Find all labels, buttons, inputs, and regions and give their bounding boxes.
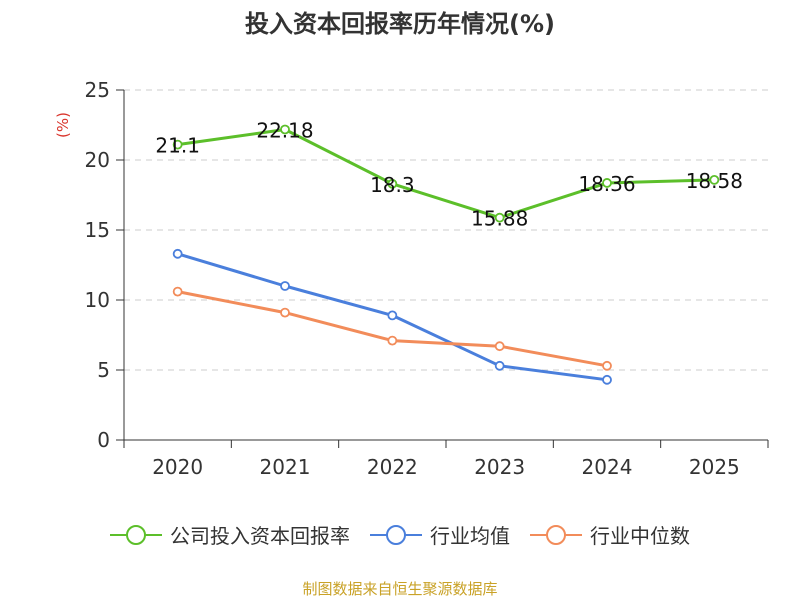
data-point[interactable] <box>172 286 183 297</box>
legend-label-industry-mean: 行业均值 <box>430 524 510 548</box>
data-point[interactable] <box>387 310 398 321</box>
data-point[interactable] <box>172 139 183 150</box>
x-tick-label: 2023 <box>474 455 525 479</box>
x-tick-label: 2021 <box>260 455 311 479</box>
legend-item-industry-mean[interactable]: 行业均值 <box>370 520 510 549</box>
data-label: 18.3 <box>370 173 415 197</box>
data-label: 15.88 <box>471 207 528 231</box>
y-tick-label: 15 <box>85 218 110 242</box>
legend-item-industry-median[interactable]: 行业中位数 <box>530 520 690 549</box>
data-point[interactable] <box>280 307 290 318</box>
data-point[interactable] <box>172 248 183 259</box>
data-point[interactable] <box>602 360 612 371</box>
data-label: 18.36 <box>578 172 635 196</box>
data-point[interactable] <box>387 335 398 346</box>
x-tick-label: 2020 <box>152 455 203 479</box>
legend-item-company[interactable]: 公司投入资本回报率 <box>110 520 350 549</box>
legend: 公司投入资本回报率 行业均值 行业中位数 <box>0 520 800 549</box>
legend-label-industry-median: 行业中位数 <box>590 524 690 548</box>
data-point[interactable] <box>709 174 720 185</box>
y-axis-label: (%) <box>54 112 72 138</box>
legend-swatch-industry-mean <box>370 524 422 545</box>
data-point[interactable] <box>387 178 398 189</box>
chart-title: 投入资本回报率历年情况(%) <box>245 10 555 38</box>
data-point[interactable] <box>280 124 290 135</box>
data-label: 18.58 <box>686 169 743 193</box>
y-tick-label: 0 <box>97 428 110 452</box>
series-line-0 <box>177 127 715 220</box>
series-line-2 <box>177 290 608 368</box>
legend-swatch-industry-median <box>530 524 582 545</box>
data-point[interactable] <box>494 212 505 223</box>
data-point[interactable] <box>494 360 505 371</box>
x-tick-label: 2022 <box>367 455 418 479</box>
legend-swatch-company <box>110 524 162 545</box>
y-tick-label: 20 <box>85 148 110 172</box>
x-tick-label: 2024 <box>582 455 633 479</box>
y-tick-label: 25 <box>85 78 110 102</box>
data-point[interactable] <box>602 374 612 385</box>
x-tick-label: 2025 <box>689 455 740 479</box>
y-tick-label: 10 <box>85 288 110 312</box>
data-point[interactable] <box>280 281 290 291</box>
legend-label-company: 公司投入资本回报率 <box>170 524 350 548</box>
data-label: 21.1 <box>155 134 200 158</box>
data-point[interactable] <box>494 341 505 352</box>
y-tick-label: 5 <box>97 358 110 382</box>
source-note: 制图数据来自恒生聚源数据库 <box>302 580 498 598</box>
data-label: 22.18 <box>256 118 313 142</box>
data-point[interactable] <box>602 178 612 188</box>
